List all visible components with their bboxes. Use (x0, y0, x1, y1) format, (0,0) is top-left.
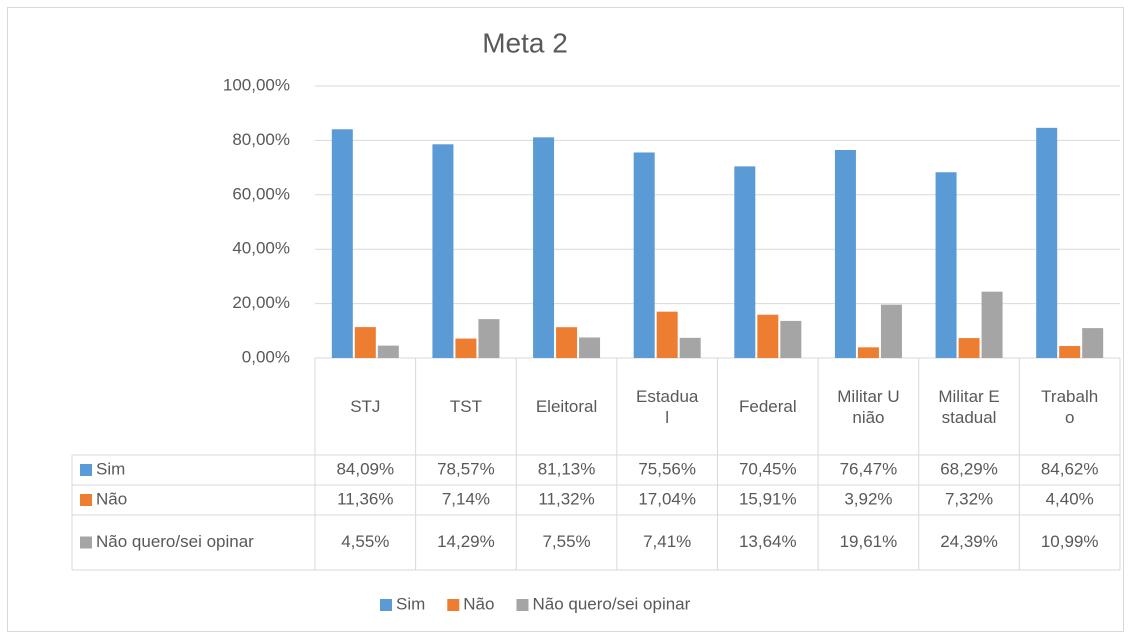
x-tick-label-box: Estadual (635, 386, 699, 427)
table-value: 68,29% (940, 459, 998, 478)
x-tick-label: Estadual (635, 386, 699, 427)
bar (579, 337, 601, 358)
y-tick-label: 80,00% (232, 130, 290, 149)
bar (377, 345, 399, 358)
bar (880, 304, 902, 358)
table-value: 10,99% (1041, 532, 1099, 551)
bar (834, 150, 856, 358)
bar (958, 338, 980, 358)
table-value: 4,55% (341, 532, 389, 551)
table-value: 70,45% (739, 459, 797, 478)
table-value: 19,61% (840, 532, 898, 551)
table-value: 14,29% (437, 532, 495, 551)
table-value: 7,32% (945, 489, 993, 508)
table-row-label: Não (96, 489, 127, 508)
bar (1036, 127, 1058, 358)
bar (455, 338, 477, 358)
table-value: 13,64% (739, 532, 797, 551)
chart-title: Meta 2 (482, 27, 568, 58)
bar (757, 314, 779, 358)
x-tick-label-box: Militar União (837, 386, 900, 427)
table-value: 15,91% (739, 489, 797, 508)
legend-label: Não quero/sei opinar (532, 594, 690, 613)
x-tick-label-box: Trabalho (1041, 386, 1099, 427)
bar (432, 144, 454, 358)
table-value: 3,92% (844, 489, 892, 508)
x-tick-label: Militar Estadual (938, 386, 1000, 427)
legend-label: Não (463, 594, 494, 613)
bar (533, 137, 555, 358)
x-tick-label: Eleitoral (535, 397, 598, 416)
table-value: 78,57% (437, 459, 495, 478)
y-tick-label: 100,00% (223, 75, 290, 94)
table-legend-key (80, 536, 92, 549)
legend-label: Sim (396, 594, 425, 613)
table-value: 4,40% (1046, 489, 1094, 508)
table-value: 81,13% (538, 459, 596, 478)
table-value: 24,39% (940, 532, 998, 551)
bar (857, 347, 879, 358)
table-legend-key (80, 494, 92, 506)
y-tick-label: 20,00% (232, 293, 290, 312)
table-value: 11,36% (337, 489, 393, 508)
table-value: 76,47% (840, 459, 898, 478)
bar (656, 311, 678, 358)
bar (1059, 346, 1081, 358)
y-tick-label: 60,00% (232, 184, 290, 203)
x-tick-label: STJ (350, 397, 381, 416)
x-tick-label: Federal (738, 397, 797, 416)
x-tick-label-box: Eleitoral (535, 397, 598, 416)
x-tick-label-box: STJ (350, 397, 381, 416)
bar (633, 152, 655, 358)
table-value: 84,62% (1041, 459, 1099, 478)
table-legend-key (80, 464, 92, 476)
bar (331, 129, 353, 358)
table-value: 7,41% (643, 532, 691, 551)
table-value: 84,09% (336, 459, 394, 478)
bar (556, 327, 578, 358)
table-value: 7,14% (442, 489, 490, 508)
table-value: 17,04% (638, 489, 696, 508)
bar (354, 327, 376, 358)
bar (679, 337, 701, 358)
table-row-label: Não quero/sei opinar (96, 532, 254, 551)
x-tick-label-box: TST (449, 397, 482, 416)
table-value: 7,55% (542, 532, 590, 551)
bar (780, 320, 802, 358)
bar (935, 172, 957, 358)
bar (1082, 328, 1104, 358)
y-tick-label: 40,00% (232, 239, 290, 258)
x-tick-label: Militar União (837, 386, 900, 427)
x-tick-label: TST (449, 397, 482, 416)
bar (478, 319, 500, 358)
bar (734, 166, 756, 358)
bar (981, 291, 1003, 358)
table-value: 11,32% (538, 489, 594, 508)
x-tick-label-box: Militar Estadual (938, 386, 1000, 427)
legend-key (447, 599, 460, 611)
table-row-label: Sim (96, 459, 125, 478)
y-tick-label: 0,00% (242, 347, 290, 366)
legend-key (516, 599, 529, 611)
legend-key (380, 599, 392, 611)
x-tick-label: Trabalho (1041, 386, 1099, 427)
x-tick-label-box: Federal (738, 397, 797, 416)
table-value: 75,56% (638, 459, 696, 478)
